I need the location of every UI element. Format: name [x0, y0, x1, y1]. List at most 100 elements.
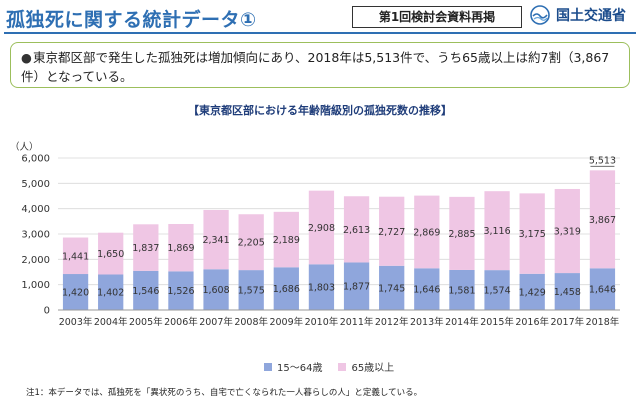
- data-label-15-64: 1,458: [554, 287, 581, 298]
- data-label-15-64: 1,526: [167, 286, 194, 297]
- x-tick-label: 2013年: [410, 316, 444, 328]
- bar-segment-65-plus: [343, 196, 370, 263]
- legend-swatch-65-plus: [338, 362, 347, 371]
- y-tick-label: 4,000: [21, 204, 50, 215]
- bar-segment-15-64: [308, 264, 335, 310]
- bar-segment-15-64: [273, 267, 299, 310]
- bar-segment-15-64: [133, 270, 159, 310]
- data-label-65-plus: 3,175: [519, 229, 546, 240]
- bar-segment-65-plus: [484, 191, 510, 271]
- bar-segment-65-plus: [554, 188, 580, 274]
- footnote: 注1：本データでは、孤独死を「異状死のうち、自宅で亡くなられた一人暮らしの人」と…: [26, 388, 423, 398]
- x-tick-label: 2018年: [586, 316, 620, 328]
- bar-segment-65-plus: [238, 214, 264, 271]
- data-label-15-64: 1,646: [589, 285, 616, 296]
- bar-segment-15-64: [449, 269, 475, 310]
- page-title: 孤独死に関する統計データ①: [6, 9, 257, 31]
- data-label-65-plus: 3,319: [554, 227, 581, 238]
- y-tick-label: 5,000: [21, 179, 50, 190]
- bar-segment-15-64: [168, 271, 194, 310]
- x-tick-label: 2012年: [375, 316, 409, 328]
- ministry-name: 国土交通省: [556, 8, 626, 24]
- total-label: 5,513: [589, 155, 616, 166]
- legend-label-15-64: 15～64歳: [277, 363, 323, 374]
- data-label-15-64: 1,877: [343, 282, 370, 293]
- data-label-65-plus: 2,205: [238, 238, 265, 249]
- bar-segment-65-plus: [308, 190, 335, 265]
- data-label-15-64: 1,608: [202, 285, 229, 296]
- bar-segment-65-plus: [273, 211, 299, 268]
- x-tick-label: 2007年: [199, 316, 233, 328]
- y-tick-label: 2,000: [21, 255, 50, 266]
- data-label-65-plus: 2,613: [343, 225, 370, 236]
- bar-segment-15-64: [554, 273, 580, 310]
- bar-segment-15-64: [203, 269, 229, 310]
- meeting-label: 第1回検討会資料再掲: [352, 6, 522, 28]
- x-tick-label: 2017年: [550, 316, 584, 328]
- data-label-15-64: 1,420: [62, 288, 89, 299]
- bar-segment-15-64: [62, 274, 89, 310]
- data-label-65-plus: 1,650: [97, 249, 124, 260]
- chart-legend: 15～64歳 65歳以上: [264, 359, 410, 374]
- data-label-65-plus: 2,341: [202, 235, 229, 246]
- summary-box: ●東京都区部で発生した孤独死は増加傾向にあり、2018年は5,513件で、うち6…: [10, 42, 630, 88]
- x-tick-label: 2004年: [94, 316, 128, 328]
- x-tick-label: 2015年: [480, 316, 514, 328]
- data-label-15-64: 1,803: [308, 283, 335, 294]
- data-label-65-plus: 3,116: [483, 226, 510, 237]
- bar-segment-65-plus: [449, 196, 475, 270]
- data-label-15-64: 1,575: [238, 286, 265, 297]
- bar-segment-15-64: [379, 265, 405, 310]
- bar-segment-15-64: [238, 270, 264, 310]
- x-tick-label: 2014年: [445, 316, 479, 328]
- legend-item-15-64: 15～64歳: [264, 359, 322, 374]
- x-tick-label: 2010年: [305, 316, 339, 328]
- data-label-65-plus: 1,837: [132, 243, 159, 254]
- bar-segment-15-64: [343, 262, 370, 310]
- data-label-15-64: 1,429: [519, 287, 546, 298]
- x-tick-label: 2011年: [340, 316, 374, 328]
- bar-segment-15-64: [589, 268, 616, 310]
- bar-segment-65-plus: [62, 237, 89, 275]
- bar-segment-65-plus: [519, 193, 545, 274]
- data-label-65-plus: 2,885: [448, 229, 475, 240]
- data-label-15-64: 1,745: [378, 283, 405, 294]
- data-label-65-plus: 1,441: [62, 251, 89, 262]
- bar-segment-65-plus: [589, 170, 616, 269]
- summary-text: 東京都区部で発生した孤独死は増加傾向にあり、2018年は5,513件で、うち65…: [21, 50, 610, 84]
- y-axis-unit-label: （人）: [10, 141, 39, 153]
- x-tick-label: 2003年: [59, 316, 93, 328]
- bar-segment-65-plus: [168, 223, 194, 272]
- bar-segment-65-plus: [379, 196, 405, 266]
- bar-segment-65-plus: [133, 224, 159, 271]
- data-label-15-64: 1,402: [97, 288, 124, 299]
- data-label-15-64: 1,646: [413, 285, 440, 296]
- x-tick-label: 2006年: [164, 316, 198, 328]
- header: 孤独死に関する統計データ① 第1回検討会資料再掲 国土交通省: [0, 0, 640, 36]
- data-label-65-plus: 2,908: [308, 223, 335, 234]
- data-label-15-64: 1,686: [273, 284, 300, 295]
- data-label-65-plus: 2,727: [378, 227, 405, 238]
- chart-title: 【東京都区部における年齢階級別の孤独死数の推移】: [188, 104, 452, 117]
- y-tick-label: 3,000: [21, 230, 50, 241]
- data-label-65-plus: 2,869: [413, 227, 440, 238]
- bar-segment-65-plus: [203, 209, 229, 270]
- bar-segment-15-64: [519, 273, 545, 310]
- data-label-15-64: 1,546: [132, 286, 159, 297]
- data-label-65-plus: 3,867: [589, 215, 616, 226]
- bar-segment-15-64: [484, 270, 510, 310]
- bar-segment-15-64: [414, 268, 440, 310]
- data-label-15-64: 1,581: [448, 285, 475, 296]
- y-tick-label: 1,000: [21, 280, 50, 291]
- data-label-65-plus: 2,189: [273, 235, 300, 246]
- y-tick-label: 0: [44, 306, 50, 317]
- legend-label-65-plus: 65歳以上: [351, 363, 395, 374]
- ministry-brand: 国土交通省: [530, 4, 626, 26]
- x-tick-label: 2005年: [129, 316, 163, 328]
- legend-swatch-15-64: [264, 362, 272, 371]
- data-label-15-64: 1,574: [483, 286, 510, 297]
- bar-segment-65-plus: [98, 232, 124, 275]
- ministry-logo-icon: [530, 5, 550, 25]
- x-tick-label: 2008年: [234, 316, 268, 328]
